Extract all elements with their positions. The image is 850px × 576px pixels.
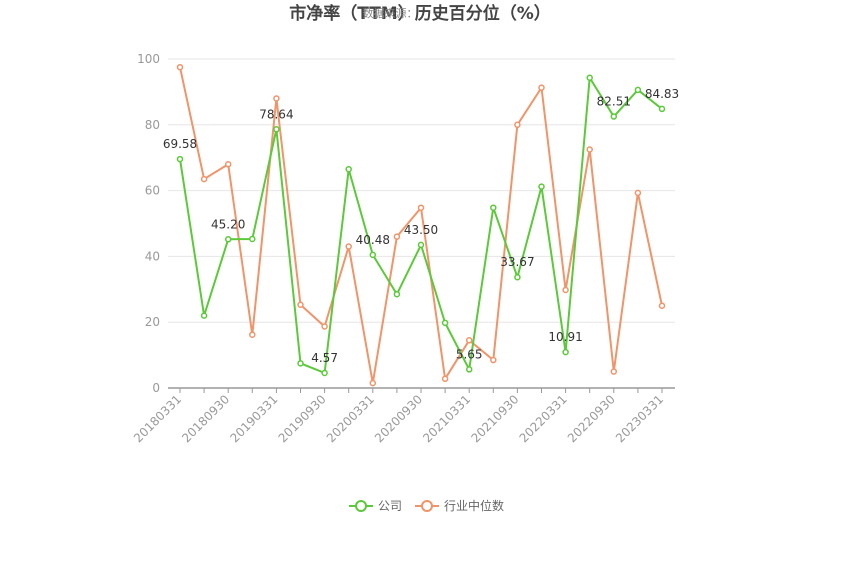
y-tick-label: 40 (145, 249, 160, 263)
data-point (538, 183, 545, 190)
data-point (562, 348, 569, 356)
chart-subtitle: 数据来源： (363, 6, 418, 20)
x-tick-label: 20200930 (372, 392, 425, 445)
data-point (610, 368, 618, 375)
data-point (321, 323, 328, 330)
data-point (224, 236, 232, 243)
data-point (658, 105, 666, 113)
data-label: 33.67 (500, 255, 534, 269)
data-label: 45.20 (211, 217, 245, 231)
x-tick-label: 20210930 (468, 392, 521, 445)
data-point (249, 331, 256, 338)
grid (168, 58, 675, 323)
data-point (634, 189, 642, 197)
y-tick-label: 60 (145, 184, 160, 198)
axes: 0 20 40 60 80 100 2018033120180930201903312019… (131, 52, 675, 445)
data-point (586, 74, 593, 82)
legend-swatch-marker (355, 500, 367, 512)
data-label: 82.51 (597, 95, 631, 109)
data-label: 10.91 (548, 330, 582, 344)
data-point (321, 369, 328, 377)
data-point (200, 312, 208, 319)
x-tick-label: 20210331 (420, 392, 473, 445)
x-tick-label: 20220331 (517, 392, 570, 445)
data-point (297, 360, 304, 367)
data-point (490, 356, 497, 364)
data-point (514, 273, 521, 281)
data-point (634, 86, 642, 94)
data-point (441, 375, 449, 383)
data-point (610, 113, 618, 120)
data-label: 4.57 (311, 351, 338, 365)
y-tick-label: 0 (152, 381, 160, 395)
data-point (441, 319, 449, 327)
data-label: 5.65 (456, 347, 483, 361)
legend-label: 公司 (378, 499, 402, 513)
y-tick-label: 20 (145, 315, 160, 329)
x-tick-label: 20200331 (324, 392, 377, 445)
data-point (393, 233, 401, 240)
chart-title: 市净率（TTM）历史百分位（%） (289, 3, 551, 24)
data-label: 40.48 (356, 233, 390, 247)
series-lines (176, 63, 666, 387)
y-tick-label: 80 (145, 118, 160, 132)
data-point (345, 243, 352, 250)
data-label: 43.50 (404, 223, 438, 237)
data-point (417, 204, 425, 211)
x-tick-label: 20190331 (227, 392, 280, 445)
legend-swatch-marker (421, 500, 433, 512)
data-point (249, 235, 256, 243)
data-point (465, 366, 473, 373)
legend[interactable]: 公司 行业中位数 (349, 498, 504, 513)
data-point (538, 84, 545, 91)
data-point (393, 290, 401, 298)
data-point (176, 63, 184, 71)
x-tick-label: 20220930 (565, 392, 618, 445)
data-point (273, 126, 280, 133)
data-point (417, 241, 425, 249)
data-point (345, 165, 352, 173)
data-point (562, 286, 569, 294)
x-tick-label: 20180331 (131, 392, 184, 445)
data-point (200, 175, 208, 183)
data-point (586, 146, 593, 153)
x-tick-label: 20190930 (276, 392, 329, 445)
data-point (369, 251, 377, 259)
legend-label: 行业中位数 (444, 498, 504, 513)
data-point (273, 95, 280, 102)
data-point (490, 204, 497, 211)
data-point (297, 301, 304, 309)
data-point (369, 379, 377, 387)
data-label: 69.58 (163, 137, 197, 151)
data-point (465, 337, 473, 344)
x-tick-label: 20230331 (613, 392, 666, 445)
data-point (658, 302, 666, 309)
data-label: 84.83 (645, 87, 679, 101)
data-labels: 69.58 45.20 78.64 4.57 40.48 43.50 5.65 33.67 10… (163, 87, 679, 365)
data-label: 78.64 (259, 107, 293, 121)
data-point (176, 155, 184, 163)
y-tick-label: 100 (137, 52, 160, 66)
data-point (514, 121, 521, 129)
x-tick-label: 20180930 (179, 392, 232, 445)
data-point (224, 161, 232, 168)
